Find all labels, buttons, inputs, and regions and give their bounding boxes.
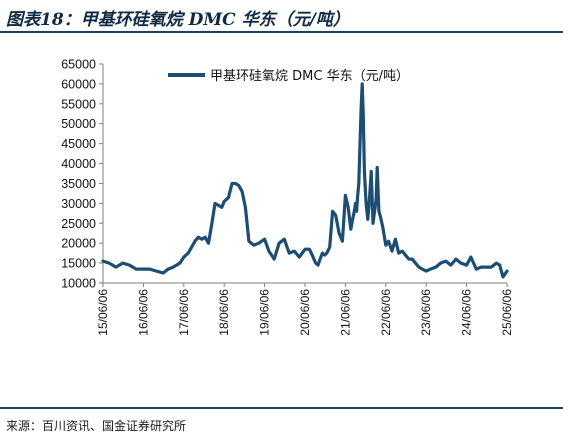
y-tick-label: 60000 [61, 77, 96, 91]
y-tick-label: 15000 [61, 257, 96, 271]
y-tick-label: 55000 [61, 97, 96, 111]
x-tick-label: 18/06/06 [217, 289, 231, 336]
y-tick-label: 65000 [61, 58, 96, 72]
legend-label: 甲基环硅氧烷 DMC 华东（元/吨） [210, 69, 409, 84]
y-tick-label: 30000 [61, 197, 96, 211]
x-tick-label: 25/06/06 [500, 289, 514, 336]
y-tick-label: 25000 [61, 217, 96, 231]
series-group [101, 82, 509, 279]
x-tick-label: 16/06/06 [136, 289, 150, 336]
series-line [101, 82, 509, 279]
title-rule [0, 31, 563, 33]
x-tick-label: 24/06/06 [460, 289, 474, 336]
y-axis: 10000 15000 20000 25000 30000 35000 40000 45000… [61, 58, 104, 291]
x-axis: 15/06/06 16/06/06 17/06/06 18/06/06 19/06/06… [96, 282, 514, 336]
x-tick-label: 20/06/06 [298, 289, 312, 336]
x-tick-label: 23/06/06 [419, 289, 433, 336]
line-chart: 10000 15000 20000 25000 30000 35000 40000 45000… [61, 58, 514, 336]
legend: 甲基环硅氧烷 DMC 华东（元/吨） [168, 69, 409, 84]
x-tick-label: 21/06/06 [338, 289, 352, 336]
bottom-rule [0, 407, 563, 409]
y-tick-label: 50000 [61, 117, 96, 131]
x-tick-label: 19/06/06 [258, 289, 272, 336]
x-tick-label: 22/06/06 [379, 289, 393, 336]
y-tick-label: 35000 [61, 177, 96, 191]
figure-title: 图表18：甲基环硅氧烷 DMC 华东（元/吨） [6, 10, 350, 30]
source-note: 来源：百川资讯、国金证券研究所 [6, 419, 187, 433]
x-tick-label: 15/06/06 [96, 289, 110, 336]
y-tick-label: 20000 [61, 237, 96, 251]
x-tick-label: 17/06/06 [177, 289, 191, 336]
y-tick-label: 45000 [61, 137, 96, 151]
y-tick-label: 10000 [61, 277, 96, 291]
y-tick-label: 40000 [61, 157, 96, 171]
